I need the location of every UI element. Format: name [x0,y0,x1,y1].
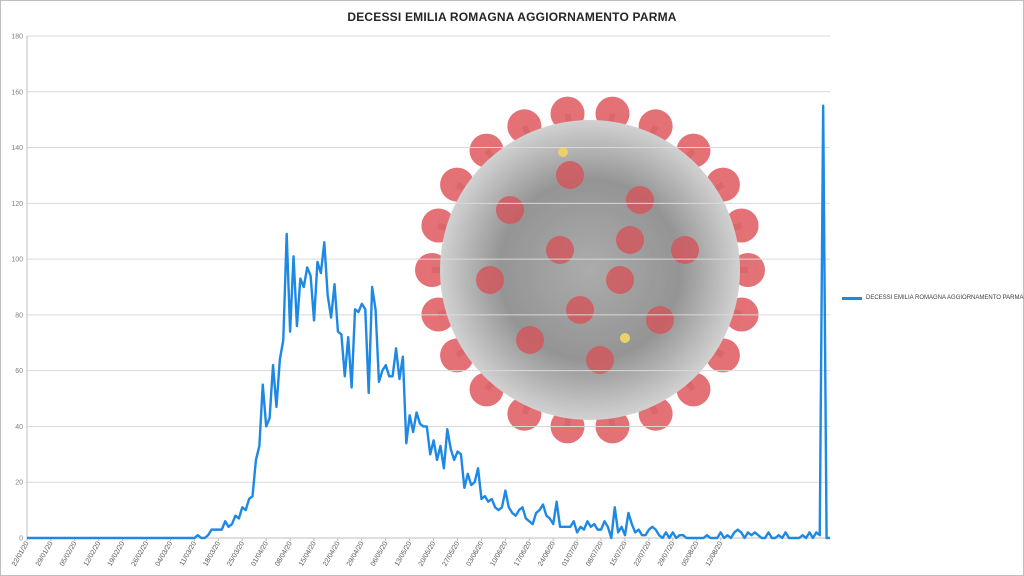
x-tick-label: 05/08/20 [681,540,701,567]
x-tick-label: 15/07/20 [609,540,629,567]
x-tick-label: 03/06/20 [466,540,486,567]
y-tick-label: 80 [15,312,23,319]
virus-surface-protein [556,161,584,189]
coronavirus-illustration [412,92,768,448]
y-tick-label: 40 [15,424,23,431]
x-tick-label: 08/07/20 [585,540,605,567]
chart-legend: DECESSI EMILIA ROMAGNA AGGIORNAMENTO PAR… [842,295,1023,301]
virus-surface-protein [516,326,544,354]
x-tick-label: 22/01/20 [11,540,31,567]
virus-surface-protein [671,236,699,264]
x-tick-label: 11/03/20 [179,540,198,567]
x-tick-label: 29/07/20 [657,540,677,567]
y-tick-label: 20 [15,480,23,487]
virus-highlight-dot [558,147,568,157]
virus-surface-protein [616,226,644,254]
x-tick-label: 01/04/20 [250,540,270,567]
y-tick-label: 160 [11,89,23,96]
virus-surface-protein [626,186,654,214]
virus-surface-protein [646,306,674,334]
legend-swatch [842,296,862,300]
x-tick-label: 04/03/20 [155,540,175,567]
x-tick-label: 17/06/20 [513,540,533,567]
chart-title: DECESSI EMILIA ROMAGNA AGGIORNAMENTO PAR… [347,10,677,24]
x-tick-label: 29/01/20 [35,540,55,567]
x-tick-label: 10/06/20 [489,540,509,567]
x-tick-label: 19/02/20 [107,540,127,567]
x-tick-label: 05/02/20 [59,540,79,567]
x-tick-label: 12/02/20 [83,540,103,567]
virus-surface-protein [546,236,574,264]
x-tick-label: 13/05/20 [394,540,414,567]
virus-body [440,120,740,420]
x-axis-ticks: 22/01/20 29/01/20 05/02/20 12/02/20 19/02/20… [11,538,724,568]
x-tick-label: 06/05/20 [370,540,390,567]
virus-surface-protein [476,266,504,294]
series-line [27,104,830,540]
x-tick-label: 22/07/20 [633,540,653,567]
x-tick-label: 22/04/20 [322,540,342,567]
virus-surface-protein [606,266,634,294]
x-tick-label: 20/05/20 [418,540,438,567]
y-tick-label: 140 [11,145,23,152]
x-tick-label: 12/08/20 [705,540,725,567]
x-tick-label: 01/07/20 [561,540,581,567]
series-line-group [27,104,830,540]
y-tick-label: 180 [11,34,23,41]
x-tick-label: 26/02/20 [131,540,151,567]
x-tick-label: 15/04/20 [298,540,318,567]
virus-surface-protein [566,296,594,324]
x-tick-label: 08/04/20 [274,540,294,567]
y-axis-ticks: 0 20 40 60 80 100 120 140 160 180 [11,34,23,543]
x-tick-label: 24/06/20 [537,540,557,567]
y-tick-label: 60 [15,368,23,375]
y-tick-label: 0 [19,536,23,543]
virus-highlight-dot [620,333,630,343]
x-tick-label: 18/03/20 [202,540,222,567]
x-tick-label: 29/04/20 [346,540,366,567]
chart-grid [26,35,830,539]
y-tick-label: 120 [11,201,23,208]
legend-label: DECESSI EMILIA ROMAGNA AGGIORNAMENTO PAR… [866,295,1024,301]
x-tick-label: 27/05/20 [442,540,462,567]
virus-surface-protein [586,346,614,374]
x-tick-label: 25/03/20 [226,540,246,567]
y-tick-label: 100 [11,257,23,264]
virus-surface-protein [496,196,524,224]
